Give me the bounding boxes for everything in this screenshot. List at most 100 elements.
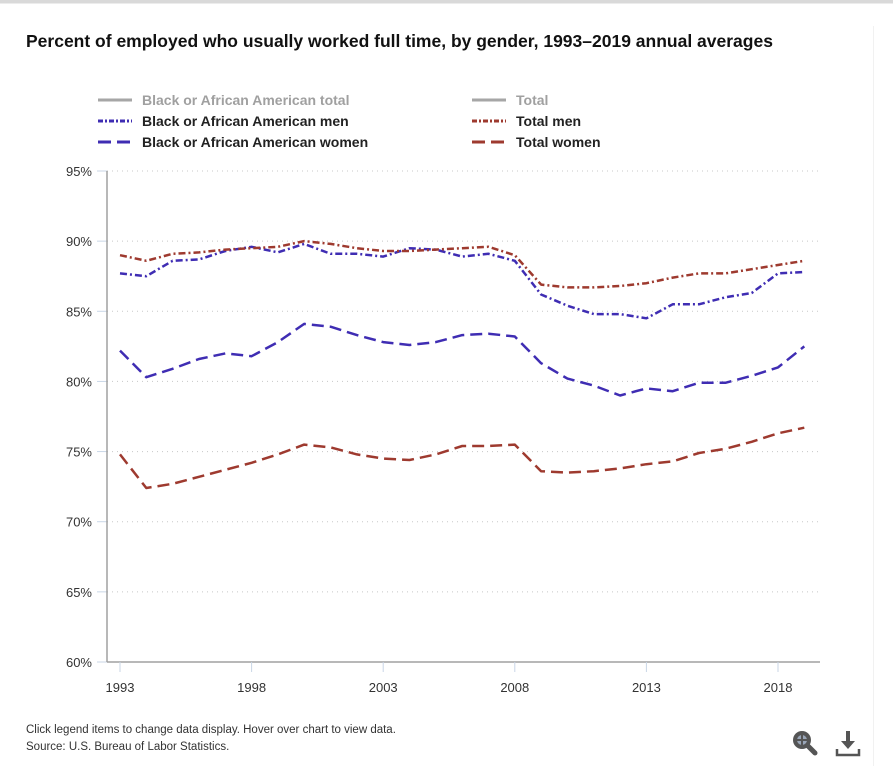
data-point[interactable] [406,247,414,255]
data-point[interactable] [221,246,229,254]
data-point[interactable] [142,272,150,280]
data-point[interactable] [484,250,492,258]
data-point[interactable] [590,310,598,318]
data-point[interactable] [327,250,335,258]
legend-item-total-men[interactable]: Total men [470,111,581,131]
data-point[interactable] [590,283,598,291]
data-point[interactable] [748,265,756,273]
data-point[interactable] [537,290,545,298]
data-point[interactable] [327,443,335,451]
data-point[interactable] [116,269,124,277]
data-point[interactable] [379,338,387,346]
data-point[interactable] [353,331,361,339]
series-line-black-or-african-american-women[interactable] [119,322,806,397]
data-point[interactable] [642,279,650,287]
data-point[interactable] [800,342,808,350]
data-point[interactable] [774,269,782,277]
data-point[interactable] [142,373,150,381]
data-point[interactable] [248,352,256,360]
series-line-total-men[interactable] [119,239,805,289]
data-point[interactable] [327,240,335,248]
data-point[interactable] [169,250,177,258]
data-point[interactable] [274,243,282,251]
data-point[interactable] [169,480,177,488]
zoom-button[interactable] [790,728,820,758]
data-point[interactable] [642,314,650,322]
download-button[interactable] [833,728,863,758]
data-point[interactable] [721,379,729,387]
series-line-total-women[interactable] [119,426,805,490]
data-point[interactable] [748,372,756,380]
data-point[interactable] [300,320,308,328]
data-point[interactable] [616,310,624,318]
data-point[interactable] [432,450,440,458]
data-point[interactable] [116,450,124,458]
data-point[interactable] [221,466,229,474]
data-point[interactable] [590,382,598,390]
data-point[interactable] [669,457,677,465]
legend-item-black-men[interactable]: Black or African American men [96,111,349,131]
data-point[interactable] [432,246,440,254]
data-point[interactable] [458,331,466,339]
data-point[interactable] [274,338,282,346]
data-point[interactable] [642,460,650,468]
legend-item-black-women[interactable]: Black or African American women [96,132,368,152]
data-point[interactable] [800,257,808,265]
data-point[interactable] [406,456,414,464]
data-point[interactable] [353,244,361,252]
data-point[interactable] [537,281,545,289]
data-point[interactable] [563,375,571,383]
data-point[interactable] [458,244,466,252]
data-point[interactable] [642,384,650,392]
data-point[interactable] [169,257,177,265]
data-point[interactable] [695,300,703,308]
data-point[interactable] [721,445,729,453]
data-point[interactable] [511,441,519,449]
data-point[interactable] [511,251,519,259]
data-point[interactable] [195,248,203,256]
data-point[interactable] [353,450,361,458]
data-point[interactable] [590,467,598,475]
data-point[interactable] [774,261,782,269]
data-point[interactable] [195,355,203,363]
data-point[interactable] [142,257,150,265]
data-point[interactable] [537,359,545,367]
data-point[interactable] [274,450,282,458]
data-point[interactable] [327,323,335,331]
data-point[interactable] [800,268,808,276]
data-point[interactable] [142,484,150,492]
data-point[interactable] [537,467,545,475]
data-point[interactable] [406,341,414,349]
data-point[interactable] [563,283,571,291]
line-chart[interactable]: 60% 65% 70% 75% 80% 85% 90% 95% 1993 1998 2003 2008… [0,160,893,720]
data-point[interactable] [721,269,729,277]
data-point[interactable] [721,293,729,301]
data-point[interactable] [248,244,256,252]
data-point[interactable] [432,338,440,346]
data-point[interactable] [748,289,756,297]
data-point[interactable] [300,237,308,245]
data-point[interactable] [169,365,177,373]
data-point[interactable] [484,243,492,251]
data-point[interactable] [379,247,387,255]
data-point[interactable] [669,387,677,395]
data-point[interactable] [616,391,624,399]
data-point[interactable] [484,330,492,338]
data-point[interactable] [774,363,782,371]
data-point[interactable] [195,473,203,481]
data-point[interactable] [669,300,677,308]
data-point[interactable] [248,459,256,467]
data-point[interactable] [300,441,308,449]
data-point[interactable] [458,253,466,261]
legend-item-black-total[interactable]: Black or African American total [96,90,349,110]
data-point[interactable] [195,255,203,263]
data-point[interactable] [116,251,124,259]
data-point[interactable] [616,282,624,290]
data-point[interactable] [695,379,703,387]
data-point[interactable] [695,269,703,277]
data-point[interactable] [695,449,703,457]
data-point[interactable] [484,442,492,450]
data-point[interactable] [511,333,519,341]
data-point[interactable] [221,349,229,357]
data-point[interactable] [379,455,387,463]
